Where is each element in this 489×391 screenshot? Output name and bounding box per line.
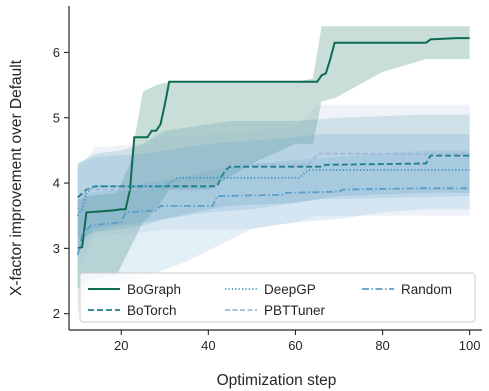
y-axis-label: X-factor improvement over Default bbox=[8, 59, 25, 296]
band-bograph bbox=[77, 26, 470, 288]
x-tick-label: 80 bbox=[375, 338, 389, 353]
legend-label-botorch: BoTorch bbox=[127, 303, 177, 318]
tick-marks: 20 40 60 80 100 2 3 4 5 6 bbox=[53, 45, 481, 353]
legend-label-deepgp: DeepGP bbox=[264, 282, 316, 297]
confidence-bands bbox=[77, 26, 470, 314]
x-tick-label: 40 bbox=[201, 338, 215, 353]
y-tick-label: 6 bbox=[53, 45, 60, 60]
line-bograph bbox=[77, 37, 470, 250]
y-tick-label: 2 bbox=[53, 306, 60, 321]
legend: BoGraph BoTorch DeepGP PBTTuner Random bbox=[79, 272, 476, 323]
legend-label-bograph: BoGraph bbox=[127, 282, 181, 297]
line-random bbox=[76, 187, 470, 256]
band-deepgp bbox=[77, 134, 470, 249]
series-lines bbox=[76, 37, 470, 256]
band-random bbox=[77, 150, 470, 314]
x-tick-label: 20 bbox=[114, 338, 128, 353]
x-tick-label: 60 bbox=[288, 338, 302, 353]
band-botorch bbox=[77, 114, 470, 239]
legend-label-pbttuner: PBTTuner bbox=[264, 303, 326, 318]
legend-label-random: Random bbox=[401, 282, 452, 297]
legend-box bbox=[79, 272, 476, 323]
y-tick-label: 3 bbox=[53, 241, 60, 256]
x-tick-label: 100 bbox=[459, 338, 481, 353]
x-axis-label: Optimization step bbox=[217, 372, 337, 389]
y-tick-label: 4 bbox=[53, 176, 60, 191]
line-pbttuner bbox=[76, 152, 470, 210]
y-tick-label: 5 bbox=[53, 110, 60, 125]
axes bbox=[68, 6, 482, 331]
band-pbttuner bbox=[77, 104, 470, 268]
